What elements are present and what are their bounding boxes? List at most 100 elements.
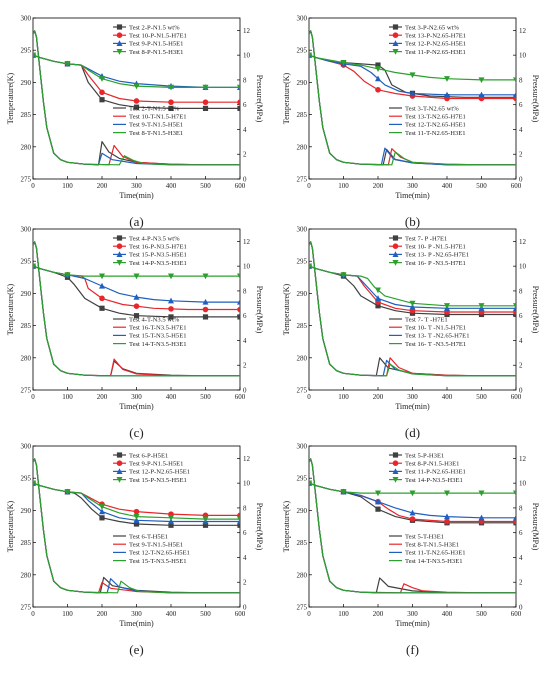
data-point [375, 62, 381, 68]
legend-item: Test 9-P-N1.5-H5E1 [113, 460, 183, 468]
y2-tick: 8 [513, 287, 523, 295]
legend-label: Test 10- T -N1.5-H7E1 [405, 325, 466, 332]
y-tick: 295 [297, 258, 312, 266]
data-point [202, 99, 209, 106]
legend-item: Test 12-P-N2.65-H5E1 [113, 468, 190, 476]
chart-panel-4: 0 100 200 300 400 500 600 275 280 285 290 295 300 0 2 4… [282, 226, 540, 441]
legend-item: Test 4-T-N3.5 wt% [113, 316, 180, 323]
legend-label: Test 8-T-N1.5-H3E1 [129, 130, 183, 137]
legend-item: Test 15-T-N3.5-H5E1 [113, 333, 187, 340]
y2-tick-label: 12 [243, 238, 251, 246]
y-tick-label: 300 [297, 15, 308, 23]
legend-label: Test 6-T-H5E1 [129, 533, 168, 540]
legend-label: Test 13-T-N2.65-H7E1 [405, 114, 466, 121]
x-tick: 100 [338, 387, 349, 401]
y2-tick: 4 [513, 126, 523, 134]
x-tick-label: 200 [373, 393, 384, 401]
x-axis-label: Time(min) [119, 402, 154, 411]
x-tick-label: 400 [442, 182, 453, 190]
x-tick: 500 [200, 176, 211, 190]
x-tick: 100 [62, 604, 73, 618]
x-tick-label: 500 [476, 610, 487, 618]
y-tick-label: 290 [21, 79, 32, 87]
panel-label: (d) [405, 425, 420, 440]
x-tick-label: 200 [97, 182, 108, 190]
legend: Test 2-P-N1.5 wt%Test 10-P-N1.5-H7E1Test… [113, 24, 187, 56]
legend-item: Test 4-P-N3.5 wt% [113, 235, 180, 242]
y-tick: 280 [297, 571, 312, 579]
legend-marker [116, 452, 123, 458]
data-point [375, 498, 381, 505]
legend: Test 4-P-N3.5 wt%Test 16-P-N3.5-H7E1Test… [113, 235, 187, 267]
data-point [375, 295, 381, 301]
x-tick-label: 0 [307, 393, 311, 401]
x-tick-label: 300 [131, 182, 142, 190]
x-axis-label: Time(min) [395, 402, 430, 411]
series-line [309, 482, 516, 523]
y2-tick: 4 [237, 126, 247, 134]
data-point [409, 509, 416, 516]
data-point [202, 306, 209, 313]
y2-tick-label: 12 [519, 238, 527, 246]
x-tick-label: 300 [407, 182, 418, 190]
panel-label: (c) [129, 425, 143, 440]
y-tick: 290 [21, 79, 36, 87]
series-test-16--p--n3.5-h7e1 [309, 263, 516, 309]
data-point [33, 52, 36, 59]
legend-item: Test 12-T-N2.65-H5E1 [389, 122, 466, 129]
legend-marker [116, 24, 123, 30]
legend-item: Test 3-P-N2.65 wt% [389, 24, 459, 31]
y2-axis-label: Pressure(MPa) [255, 75, 264, 123]
y-tick: 275 [297, 604, 312, 612]
data-point [478, 514, 485, 521]
y-tick-label: 280 [21, 571, 32, 579]
legend-item: Test 2-P-N1.5 wt% [113, 24, 180, 31]
x-tick: 500 [476, 604, 487, 618]
y2-tick: 4 [237, 337, 247, 345]
y2-tick-label: 6 [519, 312, 523, 320]
data-point [133, 98, 140, 104]
data-point [99, 97, 105, 103]
y-tick-label: 280 [21, 143, 32, 151]
x-tick: 600 [511, 387, 522, 401]
y2-tick-label: 8 [243, 287, 247, 295]
y-tick: 290 [21, 507, 36, 515]
y-tick-label: 300 [297, 443, 308, 451]
data-point [168, 515, 174, 522]
data-point [168, 518, 174, 525]
legend-item: Test 10-T-N1.5-H7E1 [113, 114, 187, 121]
legend-marker [392, 251, 399, 257]
series-line [33, 482, 240, 520]
legend-marker [116, 40, 123, 46]
y2-tick: 2 [513, 151, 523, 159]
data-point [202, 105, 209, 112]
x-tick-label: 100 [62, 610, 73, 618]
y-tick-label: 285 [21, 111, 32, 119]
x-tick-label: 100 [338, 610, 349, 618]
legend-item: Test 7- T -H7E1 [389, 316, 448, 323]
x-tick: 400 [442, 604, 453, 618]
x-tick: 200 [97, 604, 108, 618]
x-tick: 0 [307, 604, 311, 618]
y-tick-label: 280 [297, 354, 308, 362]
y2-tick: 0 [237, 387, 247, 395]
y-tick-label: 280 [297, 571, 308, 579]
data-point [99, 89, 105, 96]
legend-marker [116, 460, 123, 467]
x-tick: 0 [31, 604, 35, 618]
y2-tick: 0 [513, 387, 523, 395]
series-line [309, 30, 516, 166]
y-tick-label: 275 [297, 604, 308, 612]
data-point [202, 314, 209, 320]
y-tick-label: 295 [21, 475, 32, 483]
data-point [478, 91, 485, 98]
y-tick: 300 [297, 443, 312, 451]
x-tick: 0 [307, 387, 311, 401]
legend-label: Test 2-T-N1.5 wt% [129, 105, 180, 112]
y-tick-label: 300 [21, 15, 32, 23]
y2-tick: 0 [237, 176, 247, 184]
legend-item: Test 14-P-N3.5-H3E1 [389, 477, 463, 484]
legend-label: Test 14-P-N3.5-H3E1 [405, 477, 463, 484]
y2-tick: 2 [237, 362, 247, 370]
series-test-15-p-n3.5-h5e1 [33, 480, 240, 523]
